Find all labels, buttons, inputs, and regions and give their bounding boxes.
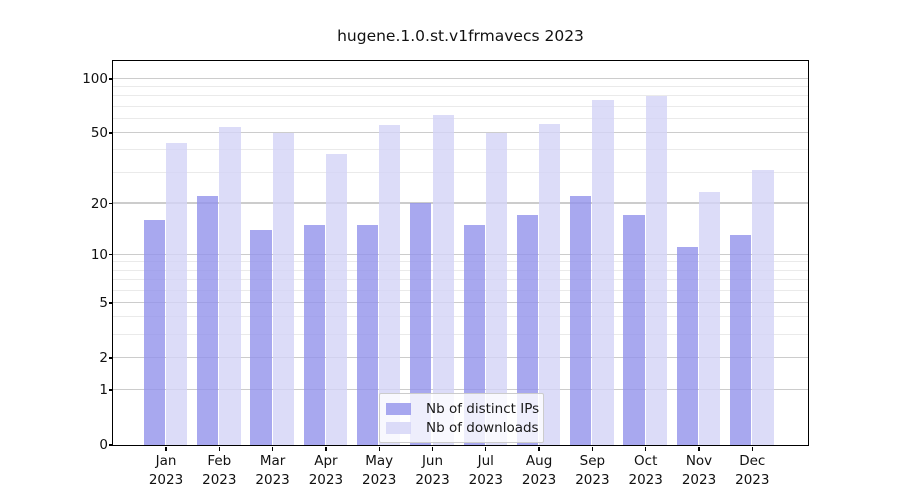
bar-downloads-aug <box>539 123 561 445</box>
x-tick-label-7: Jul 2023 <box>468 453 503 488</box>
y-tick-mark-1 <box>108 389 113 391</box>
x-tick-label-9: Sep 2023 <box>575 453 610 488</box>
gridline-minor-40 <box>112 149 808 151</box>
y-tick-label-2: 2 <box>99 349 108 366</box>
y-tick-label-100: 100 <box>82 70 108 87</box>
chart-title: hugene.1.0.st.v1frmavecs 2023 <box>337 27 584 45</box>
gridline-major-100 <box>112 77 808 79</box>
bar-distinct-ips-jun <box>410 203 432 445</box>
bar-downloads-nov <box>699 192 721 445</box>
x-tick-mark-1 <box>165 446 167 451</box>
bar-distinct-ips-dec <box>730 235 752 445</box>
gridline-minor-8 <box>112 269 808 271</box>
x-tick-label-8: Aug 2023 <box>521 453 557 488</box>
x-tick-label-10: Oct 2023 <box>628 453 663 488</box>
x-tick-mark-3 <box>271 446 274 451</box>
plot-area <box>111 59 809 446</box>
bar-distinct-ips-apr <box>303 224 325 445</box>
bar-downloads-mar <box>272 132 294 445</box>
bar-downloads-oct <box>645 95 667 445</box>
bar-downloads-jan <box>166 142 188 445</box>
bar-distinct-ips-oct <box>623 215 645 445</box>
x-tick-mark-4 <box>325 446 327 451</box>
x-tick-mark-8 <box>538 446 540 451</box>
gridline-minor-60 <box>112 117 808 119</box>
y-tick-mark-50 <box>108 132 113 134</box>
x-tick-label-12: Dec 2023 <box>735 453 770 488</box>
legend-swatch-downloads <box>386 421 411 434</box>
x-tick-label-1: Jan 2023 <box>148 453 184 488</box>
x-tick-mark-12 <box>751 446 753 451</box>
y-tick-mark-10 <box>108 254 113 256</box>
x-tick-mark-9 <box>591 446 594 451</box>
gridline-minor-9 <box>112 261 808 263</box>
bar-distinct-ips-sep <box>570 195 592 445</box>
x-tick-mark-7 <box>485 446 487 451</box>
bar-downloads-jul <box>485 132 508 445</box>
y-tick-label-50: 50 <box>90 125 108 142</box>
legend: Nb of distinct IPs Nb of downloads <box>379 393 544 443</box>
bar-distinct-ips-jul <box>463 224 485 445</box>
gridline-minor-7 <box>112 279 808 281</box>
x-tick-label-4: Apr 2023 <box>308 453 344 488</box>
x-tick-mark-5 <box>378 446 380 451</box>
gridline-major-1 <box>112 388 808 391</box>
x-tick-label-11: Nov 2023 <box>681 453 717 488</box>
gridline-minor-90 <box>112 86 808 88</box>
gridline-minor-80 <box>112 95 808 97</box>
x-tick-label-2: Feb 2023 <box>202 453 237 488</box>
bar-distinct-ips-aug <box>516 215 539 445</box>
bar-distinct-ips-jan <box>143 219 165 445</box>
legend-item-downloads: Nb of downloads <box>386 419 543 436</box>
gridline-major-2 <box>112 356 808 358</box>
x-tick-mark-11 <box>698 446 700 451</box>
gridline-minor-70 <box>112 105 808 107</box>
gridline-minor-30 <box>112 171 808 173</box>
bar-downloads-jun <box>432 114 454 445</box>
gridline-minor-6 <box>112 289 808 291</box>
bar-distinct-ips-may <box>356 224 379 445</box>
y-tick-mark-2 <box>108 357 113 359</box>
bar-downloads-sep <box>592 99 614 445</box>
x-tick-label-6: Jun 2023 <box>415 453 450 488</box>
bar-downloads-apr <box>325 153 348 445</box>
y-tick-label-10: 10 <box>90 246 108 263</box>
x-tick-mark-2 <box>218 446 220 451</box>
gridline-major-5 <box>112 301 808 303</box>
legend-label-distinct-ips: Nb of distinct IPs <box>426 400 540 417</box>
gridline-minor-4 <box>112 316 808 318</box>
y-tick-mark-100 <box>108 78 113 80</box>
bar-downloads-may <box>379 125 401 445</box>
y-tick-mark-5 <box>108 302 113 304</box>
bar-distinct-ips-mar <box>250 229 272 445</box>
bar-downloads-feb <box>219 126 241 445</box>
gridline-major-50 <box>112 132 808 134</box>
y-tick-label-1: 1 <box>99 382 108 399</box>
gridline-major-10 <box>112 253 808 255</box>
y-tick-mark-0 <box>108 444 113 446</box>
legend-item-distinct-ips: Nb of distinct IPs <box>386 400 543 417</box>
gridline-minor-3 <box>112 334 808 336</box>
x-tick-mark-6 <box>431 446 434 451</box>
bar-distinct-ips-nov <box>676 247 698 445</box>
y-tick-label-5: 5 <box>99 294 108 311</box>
bar-distinct-ips-feb <box>197 195 219 445</box>
x-tick-label-5: May 2023 <box>362 453 397 488</box>
y-tick-label-20: 20 <box>90 195 108 212</box>
y-tick-label-0: 0 <box>99 437 108 453</box>
x-tick-mark-10 <box>645 446 647 451</box>
x-tick-label-3: Mar 2023 <box>255 453 290 488</box>
legend-swatch-distinct-ips <box>386 402 411 415</box>
bar-downloads-dec <box>752 169 774 445</box>
gridline-major-20 <box>112 202 808 204</box>
legend-label-downloads: Nb of downloads <box>426 419 539 436</box>
y-tick-mark-20 <box>108 202 113 205</box>
